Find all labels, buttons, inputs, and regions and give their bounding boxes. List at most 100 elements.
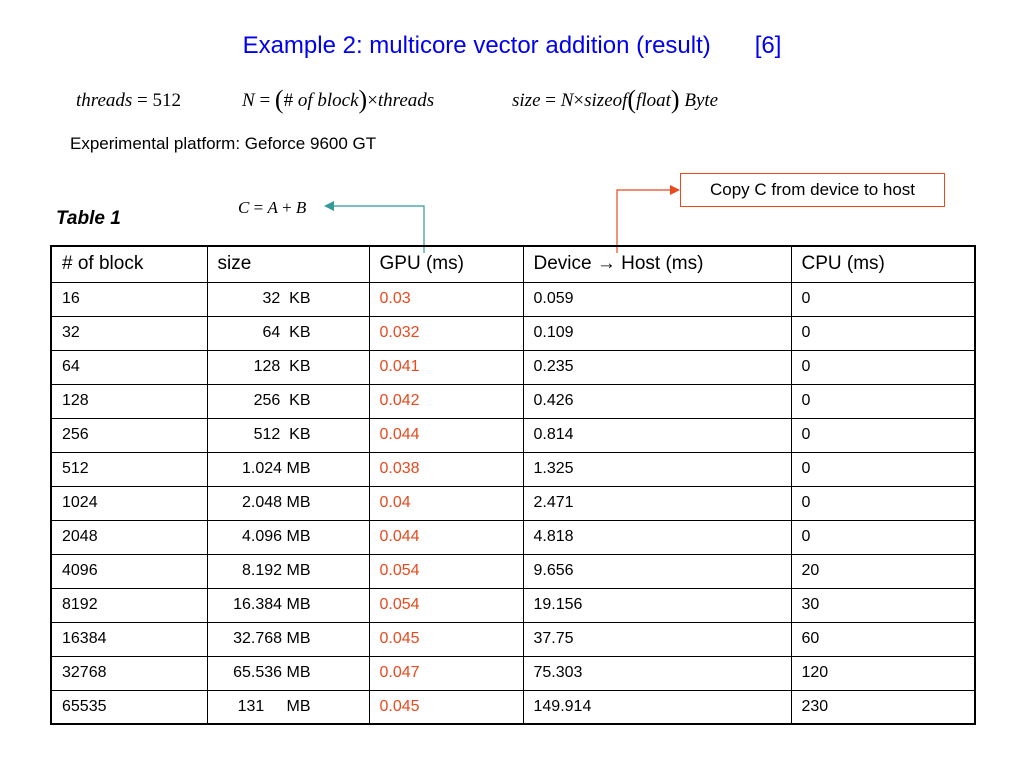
formula-cab-eq: = bbox=[249, 198, 268, 217]
formula-n-hash: # bbox=[283, 90, 294, 111]
formula-threads: threads = 512 bbox=[76, 90, 181, 112]
formula-threads-rhs: 512 bbox=[152, 90, 182, 111]
formula-size-eq: = bbox=[540, 90, 561, 111]
cell-cpu: 0 bbox=[790, 451, 976, 487]
cell-gpu: 0.038 bbox=[368, 451, 524, 487]
cell-blocks: 16 bbox=[50, 281, 208, 317]
cell-cpu: 20 bbox=[790, 553, 976, 589]
table-row: 1024 2.048 MB 0.04 2.471 0 bbox=[50, 485, 976, 521]
formula-n-close: ) bbox=[358, 85, 368, 114]
cell-gpu: 0.041 bbox=[368, 349, 524, 385]
table-row: 8192 16.384 MB 0.054 19.156 30 bbox=[50, 587, 976, 623]
cell-device-host: 0.235 bbox=[522, 349, 792, 385]
cell-size: 65.536 MB bbox=[206, 655, 370, 691]
header-size: size bbox=[206, 245, 370, 283]
cell-blocks: 256 bbox=[50, 417, 208, 453]
cell-blocks: 8192 bbox=[50, 587, 208, 623]
table-row: 16384 32.768 MB 0.045 37.75 60 bbox=[50, 621, 976, 657]
cell-gpu: 0.045 bbox=[368, 689, 524, 725]
formula-n-open: ( bbox=[274, 85, 284, 114]
formula-size-times: × bbox=[573, 90, 585, 111]
formula-cab-c: C bbox=[238, 198, 250, 217]
formula-threads-eq: = bbox=[132, 90, 153, 111]
cell-blocks: 2048 bbox=[50, 519, 208, 555]
table-row: 65535 131 MB 0.045 149.914 230 bbox=[50, 689, 976, 725]
formula-size-float: float bbox=[636, 90, 671, 111]
formula-size-lhs: size bbox=[512, 90, 541, 111]
formula-size-n: N bbox=[560, 90, 574, 111]
cell-device-host: 1.325 bbox=[522, 451, 792, 487]
cell-size: 1.024 MB bbox=[206, 451, 370, 487]
cell-size: 32 KB bbox=[206, 281, 370, 317]
table-label: Table 1 bbox=[56, 208, 121, 229]
cell-gpu: 0.054 bbox=[368, 553, 524, 589]
formula-size-open: ( bbox=[627, 85, 637, 114]
formula-n-times: × bbox=[367, 90, 378, 111]
results-table: # of block size GPU (ms) Device → Host (… bbox=[50, 245, 976, 725]
cell-gpu: 0.045 bbox=[368, 621, 524, 657]
cell-device-host: 19.156 bbox=[522, 587, 792, 623]
orange-connector bbox=[616, 189, 672, 253]
formula-n-of: of bbox=[293, 90, 318, 111]
cell-gpu: 0.042 bbox=[368, 383, 524, 419]
teal-arrowhead-icon bbox=[324, 201, 334, 211]
formula-size-close: ) bbox=[670, 85, 680, 114]
formula-n: N = (# of block)×threads bbox=[242, 87, 434, 113]
cell-device-host: 9.656 bbox=[522, 553, 792, 589]
cell-cpu: 0 bbox=[790, 349, 976, 385]
title-text: Example 2: multicore vector addition (re… bbox=[242, 32, 711, 59]
cell-gpu: 0.054 bbox=[368, 587, 524, 623]
table-row: 64 128 KB 0.041 0.235 0 bbox=[50, 349, 976, 385]
cell-device-host: 75.303 bbox=[522, 655, 792, 691]
cell-device-host: 0.059 bbox=[522, 281, 792, 317]
cell-size: 8.192 MB bbox=[206, 553, 370, 589]
header-gpu: GPU (ms) bbox=[368, 245, 524, 283]
formula-cab-a: A bbox=[267, 198, 278, 217]
cell-blocks: 32768 bbox=[50, 655, 208, 691]
cell-size: 4.096 MB bbox=[206, 519, 370, 555]
platform-text: Experimental platform: Geforce 9600 GT bbox=[70, 134, 377, 153]
cell-device-host: 0.109 bbox=[522, 315, 792, 351]
cell-gpu: 0.044 bbox=[368, 519, 524, 555]
cell-blocks: 65535 bbox=[50, 689, 208, 725]
cell-blocks: 64 bbox=[50, 349, 208, 385]
formula-threads-lhs: threads bbox=[76, 90, 133, 111]
orange-arrowhead-icon bbox=[670, 185, 680, 195]
cell-cpu: 120 bbox=[790, 655, 976, 691]
cell-cpu: 0 bbox=[790, 383, 976, 419]
formula-cab: C = A + B bbox=[238, 198, 306, 218]
cell-cpu: 0 bbox=[790, 315, 976, 351]
cell-blocks: 1024 bbox=[50, 485, 208, 521]
formula-n-eq: = bbox=[254, 90, 275, 111]
cell-blocks: 16384 bbox=[50, 621, 208, 657]
cell-size: 131 MB bbox=[206, 689, 370, 725]
table-row: 32768 65.536 MB 0.047 75.303 120 bbox=[50, 655, 976, 691]
header-device-host: Device → Host (ms) bbox=[522, 245, 792, 283]
cell-blocks: 4096 bbox=[50, 553, 208, 589]
table-row: 256 512 KB 0.044 0.814 0 bbox=[50, 417, 976, 453]
table-row: 32 64 KB 0.032 0.109 0 bbox=[50, 315, 976, 351]
slide-title: Example 2: multicore vector addition (re… bbox=[0, 32, 1024, 60]
cell-blocks: 32 bbox=[50, 315, 208, 351]
teal-connector bbox=[332, 205, 425, 253]
table-row: 16 32 KB 0.03 0.059 0 bbox=[50, 281, 976, 317]
cell-gpu: 0.047 bbox=[368, 655, 524, 691]
cell-gpu: 0.04 bbox=[368, 485, 524, 521]
cell-size: 2.048 MB bbox=[206, 485, 370, 521]
header-cpu: CPU (ms) bbox=[790, 245, 976, 283]
cell-gpu: 0.044 bbox=[368, 417, 524, 453]
cell-cpu: 230 bbox=[790, 689, 976, 725]
formula-size: size = N×sizeof(float) Byte bbox=[512, 87, 719, 113]
cell-gpu: 0.032 bbox=[368, 315, 524, 351]
cell-cpu: 0 bbox=[790, 417, 976, 453]
formula-size-byte: Byte bbox=[679, 90, 719, 111]
formula-size-sizeof: sizeof bbox=[584, 90, 628, 111]
cell-device-host: 37.75 bbox=[522, 621, 792, 657]
cell-size: 256 KB bbox=[206, 383, 370, 419]
cell-cpu: 30 bbox=[790, 587, 976, 623]
table-header-row: # of block size GPU (ms) Device → Host (… bbox=[50, 245, 976, 283]
title-reference: [6] bbox=[754, 32, 782, 59]
cell-device-host: 4.818 bbox=[522, 519, 792, 555]
cell-cpu: 0 bbox=[790, 519, 976, 555]
cell-cpu: 0 bbox=[790, 485, 976, 521]
